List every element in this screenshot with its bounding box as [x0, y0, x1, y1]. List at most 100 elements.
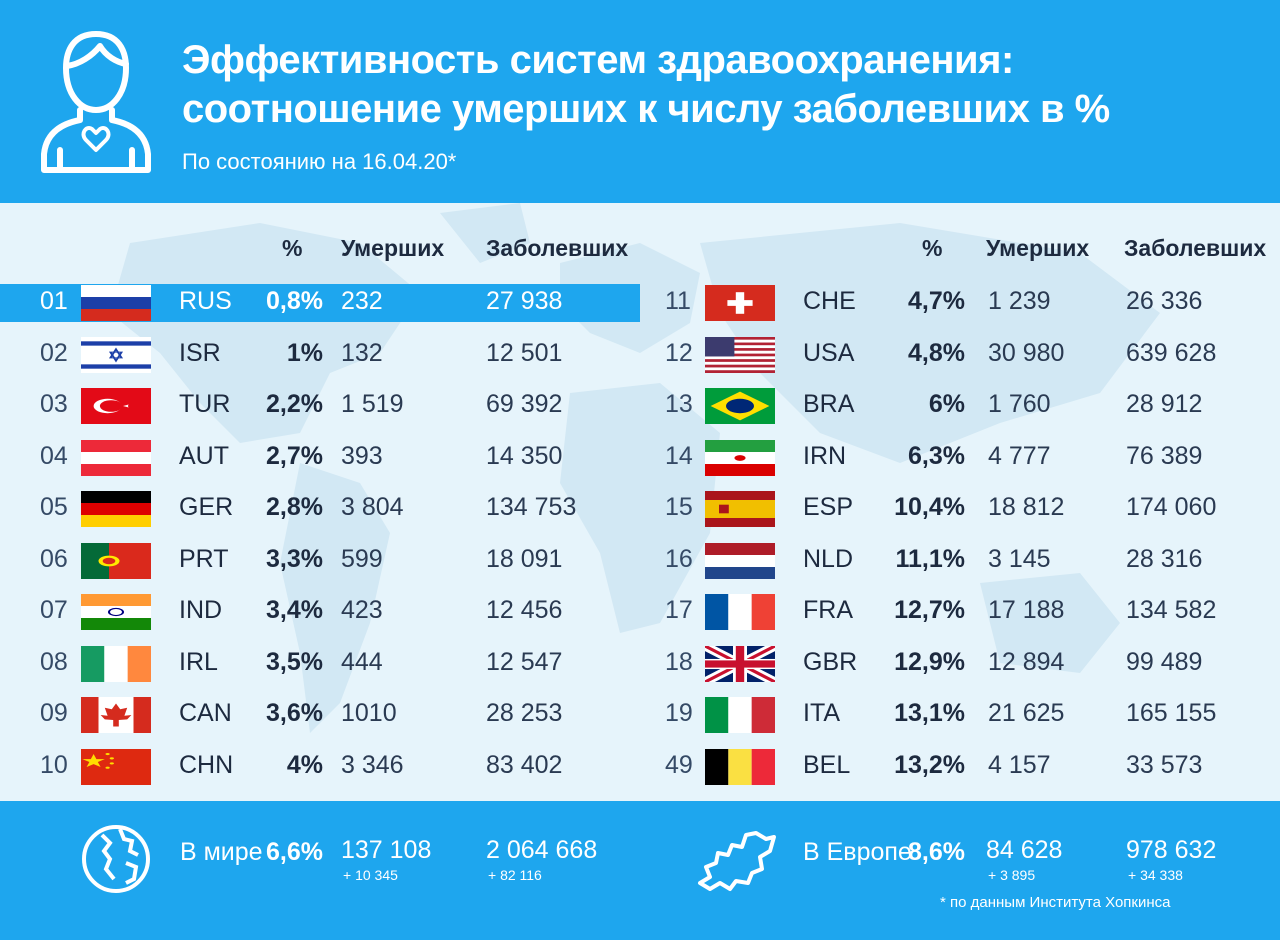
row-pct: 11,1%: [895, 544, 965, 573]
row-deaths: 12 894: [988, 647, 1065, 676]
row-country-code: ITA: [803, 699, 841, 727]
row-cases: 12 547: [486, 647, 563, 676]
col-header-pct: %: [282, 235, 303, 261]
row-country-code: BEL: [803, 750, 851, 779]
footnote: * по данным Института Хопкинса: [940, 894, 1171, 911]
row-rank: 07: [40, 596, 68, 624]
row-rank: 04: [40, 441, 68, 470]
page-title: Эффективность систем здравоохранения: со…: [182, 38, 1110, 131]
row-pct: 0,8%: [266, 287, 323, 315]
world-cases: 2 064 668: [486, 836, 598, 864]
table-area: [0, 203, 1280, 801]
row-rank: 19: [665, 699, 693, 727]
world-label: В мире: [180, 838, 263, 866]
world-pct: 6,6%: [266, 838, 323, 866]
row-rank: 14: [665, 441, 693, 470]
row-deaths: 4 777: [988, 441, 1051, 470]
row-country-code: PRT: [179, 544, 229, 573]
row-rank: 10: [40, 750, 68, 779]
row-country-code: NLD: [803, 544, 854, 573]
col-header-deaths: Умерших: [341, 235, 445, 261]
row-cases: 83 402: [486, 750, 563, 779]
row-country-code: GBR: [803, 647, 858, 676]
europe-label: В Европе: [803, 838, 912, 866]
globe-icon: [82, 825, 150, 893]
row-deaths: 18 812: [988, 493, 1065, 521]
row-deaths: 444: [341, 647, 383, 676]
row-cases: 99 489: [1126, 647, 1203, 676]
row-rank: 08: [40, 647, 68, 676]
uk-flag-icon: [705, 645, 775, 682]
china-flag-icon: [81, 748, 151, 785]
israel-flag-icon: [81, 336, 151, 373]
col-header-cases: Заболевших: [486, 235, 629, 261]
col-header-pct-right: %: [922, 235, 943, 261]
row-country-code: CHE: [803, 287, 856, 315]
row-country-code: ESP: [803, 493, 854, 521]
spain-flag-icon: [705, 491, 775, 527]
row-rank: 17: [665, 596, 693, 624]
row-rank: 02: [40, 338, 68, 367]
europe-deaths: 84 628: [986, 836, 1063, 864]
row-deaths: 1 519: [341, 390, 404, 418]
row-cases: 28 253: [486, 699, 563, 727]
row-cases: 33 573: [1126, 750, 1203, 779]
row-rank: 06: [40, 544, 68, 573]
row-cases: 28 316: [1126, 544, 1203, 573]
row-deaths: 393: [341, 441, 383, 470]
iran-flag-icon: [705, 439, 775, 476]
switzerland-flag-icon: [705, 285, 775, 321]
row-rank: 05: [40, 493, 68, 521]
row-pct: 13,2%: [894, 750, 965, 779]
row-deaths: 1 760: [988, 390, 1051, 418]
row-pct: 12,9%: [894, 647, 965, 676]
netherlands-flag-icon: [705, 542, 775, 579]
row-country-code: IRN: [803, 441, 847, 470]
col-header-deaths-right: Умерших: [986, 235, 1090, 261]
usa-flag-icon: [705, 336, 775, 373]
row-pct: 6%: [928, 390, 965, 418]
row-cases: 134 753: [486, 493, 577, 521]
row-rank: 09: [40, 699, 68, 727]
row-deaths: 4 157: [988, 750, 1051, 779]
row-cases: 14 350: [486, 441, 563, 470]
europe-cases: 978 632: [1126, 836, 1217, 864]
row-pct: 3,3%: [266, 544, 323, 573]
row-deaths: 1 239: [988, 287, 1051, 315]
row-rank: 15: [665, 493, 693, 521]
row-pct: 12,7%: [894, 596, 965, 624]
row-deaths: 599: [341, 544, 383, 573]
row-deaths: 423: [341, 596, 383, 624]
row-deaths: 17 188: [988, 596, 1065, 624]
footer-summary: [0, 801, 1280, 940]
row-rank: 49: [665, 750, 693, 779]
row-deaths: 132: [341, 338, 383, 367]
france-flag-icon: [705, 594, 775, 630]
row-cases: 12 501: [486, 338, 563, 367]
row-pct: 1%: [286, 338, 323, 367]
row-rank: 03: [40, 390, 68, 418]
row-country-code: TUR: [179, 390, 231, 418]
row-deaths: 232: [341, 287, 383, 315]
row-pct: 13,1%: [894, 699, 965, 727]
row-country-code: GER: [179, 493, 234, 521]
row-cases: 69 392: [486, 390, 563, 418]
row-deaths: 1010: [341, 699, 397, 727]
row-country-code: BRA: [803, 390, 855, 418]
row-deaths: 3 346: [341, 750, 404, 779]
row-deaths: 3 804: [341, 493, 404, 521]
row-pct: 3,4%: [266, 596, 323, 624]
row-country-code: AUT: [179, 441, 229, 470]
russia-flag-icon: [81, 285, 151, 321]
row-cases: 12 456: [486, 596, 563, 624]
europe-deaths-delta: + 3 895: [988, 867, 1036, 883]
page-subtitle: По состоянию на 16.04.20*: [182, 149, 457, 174]
row-country-code: RUS: [179, 287, 232, 315]
row-rank: 01: [40, 287, 68, 315]
